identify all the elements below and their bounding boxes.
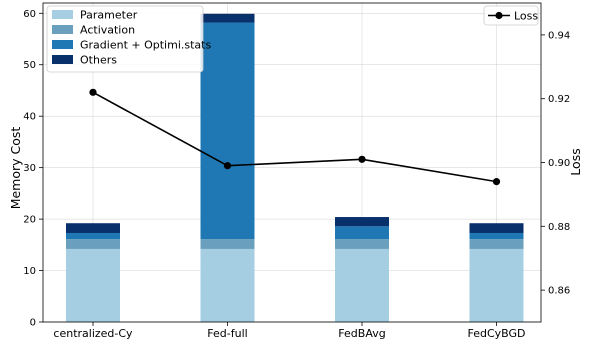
x-tick-label: centralized-Cy [53,327,133,340]
bar-segment [469,232,524,240]
bar-segment [335,239,389,249]
line-legend: Loss [483,5,539,26]
y-tick-label: 0 [30,318,36,329]
bar-legend: Parameter Activation Gradient + Optimi.sta… [46,5,211,73]
legend-label: Gradient + Optimi.stats [80,39,211,52]
bar-segment [66,239,120,249]
y-axis-ticks: 0 10 20 30 40 50 60 [23,9,43,329]
bar-segment [200,22,255,240]
y-tick-label: 30 [23,163,36,174]
y2-tick-label: 0.92 [548,94,570,105]
bar-segment [66,248,120,322]
bar-segment [200,248,255,322]
loss-line-path [92,91,497,183]
bar-segment [469,248,524,322]
bar-segment [200,239,255,249]
bar-segment [335,248,389,322]
bar-segment [66,232,120,240]
y2-tick-label: 0.86 [548,286,570,297]
x-tick-label: Fed-full [207,327,247,340]
legend-swatch [52,25,73,34]
legend-swatch [52,10,73,19]
legend-label: Loss [514,10,538,23]
bar-segment [66,223,120,233]
legend-label: Activation [80,24,135,37]
y2-tick-label: 0.90 [548,158,570,169]
legend-label: Parameter [80,9,138,22]
legend-marker [495,11,503,20]
loss-point [492,178,501,186]
secondary-y-axis-ticks: 0.86 0.88 0.90 0.92 0.94 [541,30,570,297]
legend-swatch [52,40,73,49]
legend-frame [483,5,539,26]
x-axis-ticks: centralized-Cy Fed-full FedBAvg FedCyBGD [53,322,526,340]
y-tick-label: 50 [23,60,36,71]
loss-line [89,88,501,186]
y-axis-label: Memory Cost [8,127,23,210]
secondary-y-axis-label: Loss [568,148,583,175]
stacked-bars [66,13,524,322]
loss-point [89,88,97,96]
x-tick-label: FedCyBGD [467,327,525,340]
bar-segment [469,223,524,233]
loss-point [358,155,366,163]
y2-tick-label: 0.94 [548,30,570,41]
bar-segment [335,226,389,240]
legend-label: Others [80,54,117,67]
x-tick-label: FedBAvg [338,327,385,340]
bar-segment [335,217,389,227]
y-tick-label: 60 [23,9,36,20]
loss-point [223,162,232,170]
y2-tick-label: 0.88 [548,222,570,233]
legend-swatch [52,55,73,64]
bar-segment [200,13,255,23]
bar-segment [469,239,524,249]
y-tick-label: 20 [23,215,36,226]
y-tick-label: 40 [23,112,36,123]
legend-frame [46,5,204,73]
y-tick-label: 10 [23,266,36,277]
